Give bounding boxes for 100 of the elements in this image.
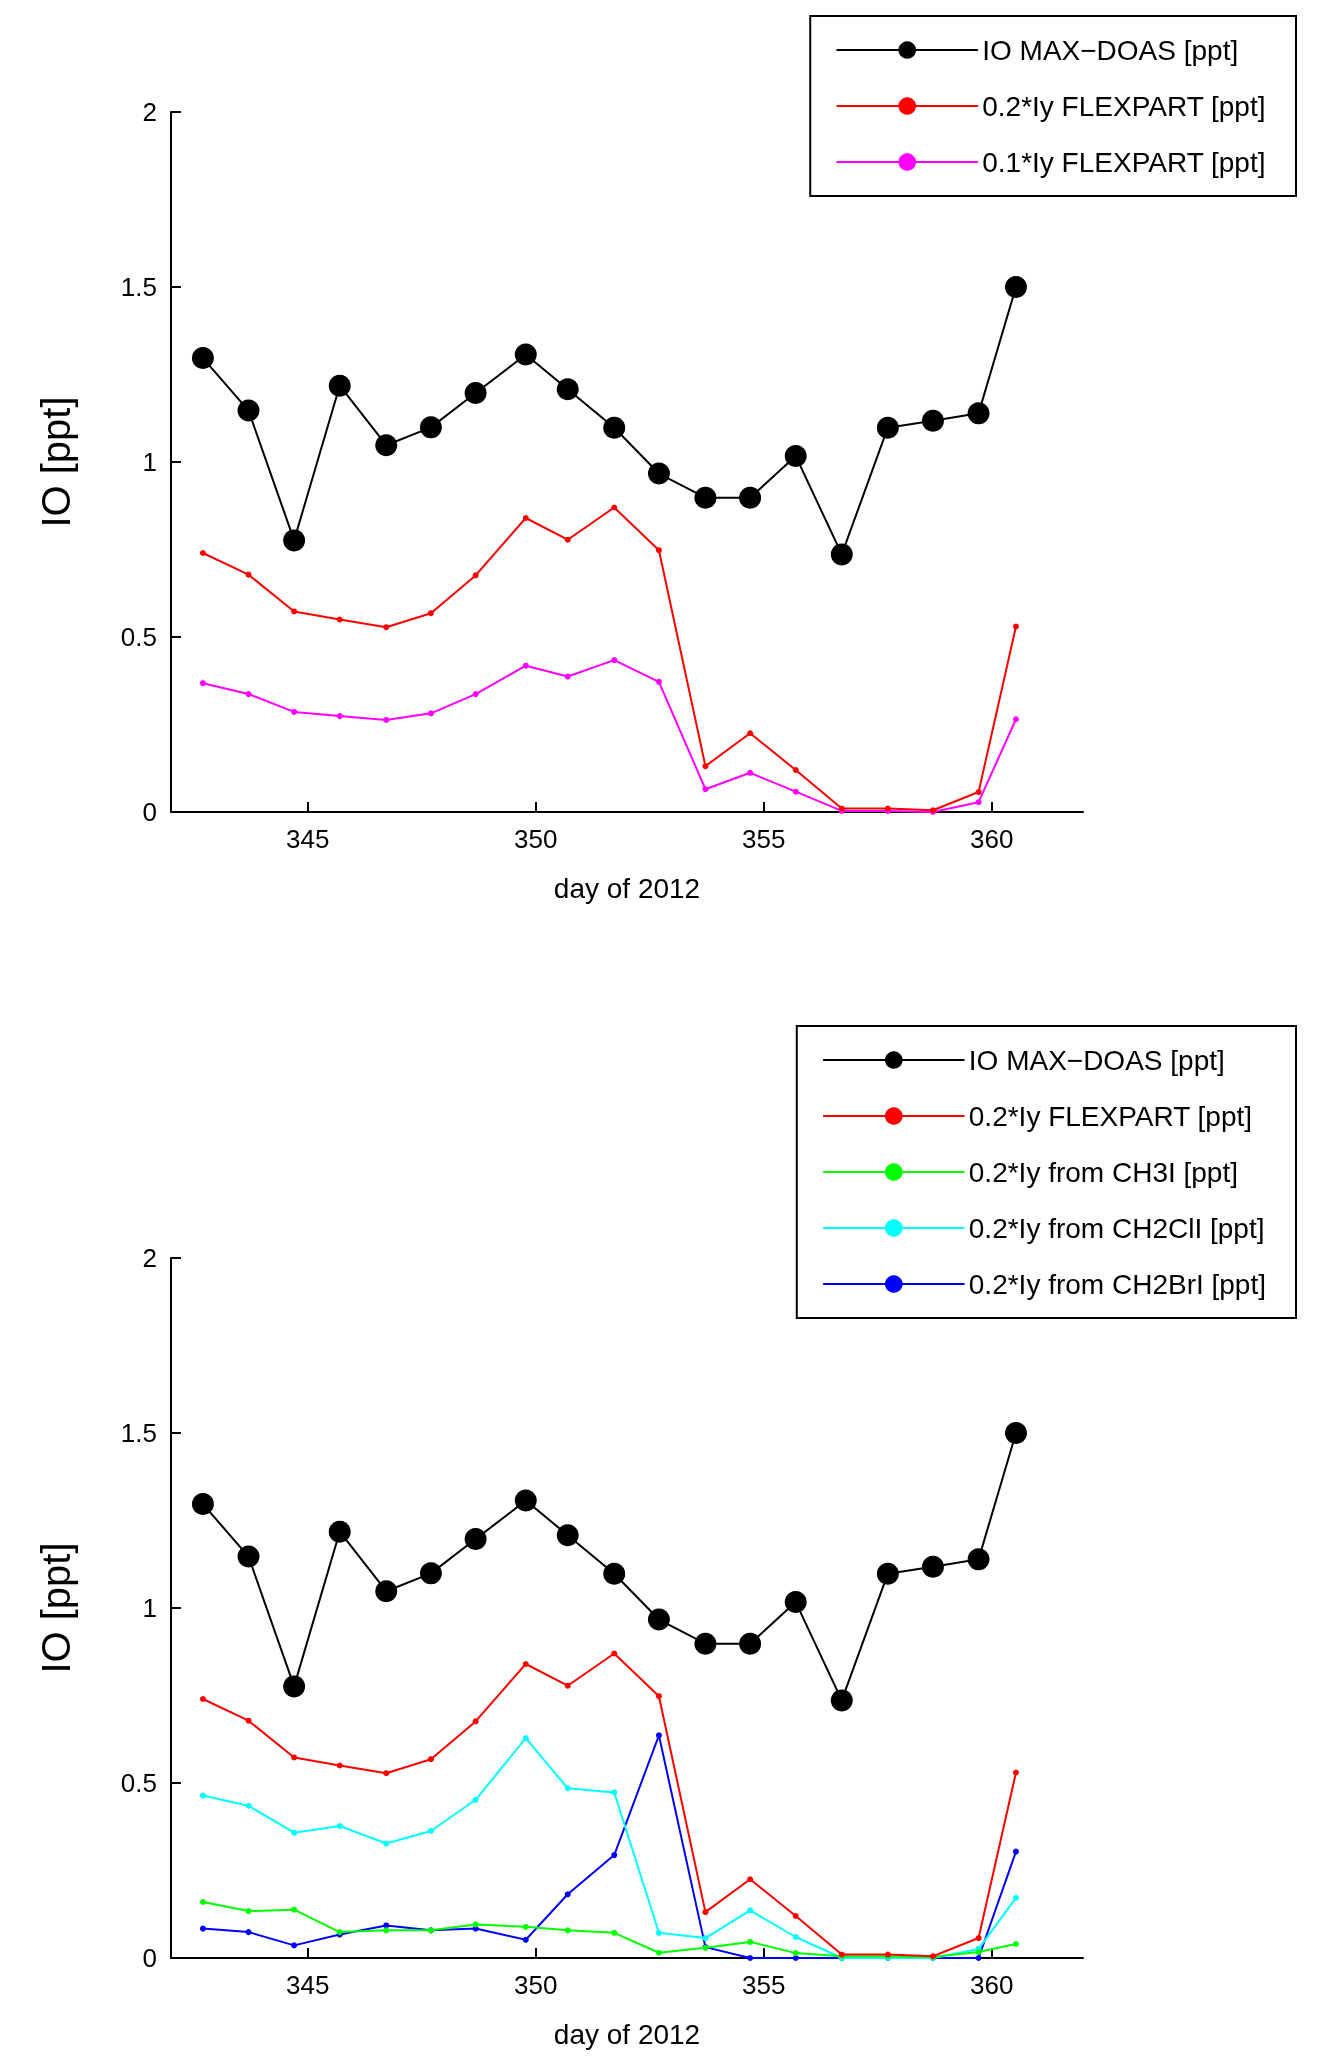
point: [1012, 1769, 1019, 1776]
y-tick-label: 0: [142, 1943, 157, 1973]
x-tick-label: 345: [286, 1970, 330, 2000]
point: [564, 536, 571, 543]
legend-label: 0.2*Iy from CH3I [ppt]: [968, 1156, 1239, 1188]
point: [1012, 1848, 1019, 1855]
point: [922, 409, 944, 432]
y-tick-label: 1.5: [120, 1418, 157, 1448]
point: [283, 529, 306, 552]
point: [611, 1852, 618, 1859]
point: [199, 1899, 206, 1905]
legend-label: 0.1*Iy FLEXPART [ppt]: [982, 146, 1266, 178]
point: [655, 678, 662, 685]
y-tick-label: 0.5: [120, 1768, 157, 1798]
y-axis-title: IO [ppt]: [34, 1542, 78, 1674]
point: [603, 1562, 626, 1585]
y-tick-label: 1.5: [120, 272, 157, 302]
legend-label: 0.2*Iy from CH2BrI [ppt]: [968, 1268, 1267, 1300]
point: [611, 1789, 618, 1796]
point: [245, 691, 252, 698]
point: [702, 1935, 709, 1942]
point: [522, 662, 529, 669]
point: [237, 1545, 260, 1568]
point: [655, 1949, 662, 1956]
point: [975, 1949, 982, 1956]
y-tick-label: 1: [142, 1593, 157, 1623]
x-tick-label: 350: [514, 824, 558, 854]
point: [419, 416, 442, 439]
point: [747, 730, 754, 737]
point: [876, 416, 899, 439]
point: [245, 1802, 252, 1809]
legend-label: IO MAX−DOAS [ppt]: [968, 1044, 1225, 1076]
x-tick-label: 360: [970, 824, 1014, 854]
point: [383, 1927, 390, 1934]
point: [291, 1942, 298, 1949]
point: [427, 610, 434, 617]
point: [383, 1840, 390, 1847]
point: [655, 1693, 662, 1700]
y-tick-label: 2: [142, 1243, 157, 1273]
point: [702, 786, 709, 793]
x-tick-label: 345: [286, 824, 330, 854]
point: [427, 1827, 434, 1834]
point: [464, 382, 487, 405]
x-tick-label: 360: [970, 1970, 1014, 2000]
point: [199, 1696, 206, 1702]
point: [245, 1929, 252, 1936]
point: [472, 1921, 479, 1928]
point: [472, 1796, 479, 1803]
point: [328, 374, 351, 397]
point: [383, 1770, 390, 1777]
point: [694, 1632, 717, 1655]
point: [291, 1754, 298, 1761]
point: [383, 624, 390, 631]
point: [747, 1938, 754, 1945]
point: [975, 799, 982, 806]
point: [1012, 623, 1019, 630]
point: [1012, 716, 1019, 723]
point: [464, 1528, 487, 1551]
x-tick-label: 355: [742, 1970, 786, 2000]
point: [647, 462, 670, 485]
point: [1012, 1941, 1019, 1947]
point: [514, 343, 537, 366]
point: [472, 572, 479, 579]
point: [328, 1520, 351, 1543]
point: [291, 1829, 298, 1836]
point: [556, 1524, 579, 1547]
legend-label: IO MAX−DOAS [ppt]: [982, 34, 1239, 66]
point: [564, 1891, 571, 1898]
point: [291, 708, 298, 715]
y-axis-title: IO [ppt]: [34, 396, 78, 528]
point: [603, 416, 626, 439]
point: [702, 1909, 709, 1916]
point: [336, 713, 343, 720]
point: [647, 1608, 670, 1631]
point: [784, 1591, 807, 1614]
point: [655, 547, 662, 554]
point: [830, 543, 853, 566]
y-tick-label: 1: [142, 447, 157, 477]
point: [291, 1906, 298, 1913]
point: [739, 1632, 762, 1655]
legend-label: 0.2*Iy from CH2ClI [ppt]: [968, 1212, 1265, 1244]
point: [522, 1936, 529, 1943]
point: [694, 486, 717, 509]
point: [792, 1913, 799, 1919]
point: [611, 504, 618, 511]
y-tick-label: 2: [142, 97, 157, 127]
point: [375, 434, 398, 457]
point: [564, 1682, 571, 1689]
point: [975, 789, 982, 796]
x-axis-title: day of 2012: [553, 2018, 701, 2050]
legend-label: 0.2*Iy FLEXPART [ppt]: [968, 1100, 1253, 1132]
point: [830, 1689, 853, 1712]
point: [792, 788, 799, 795]
point: [522, 1661, 529, 1667]
point: [655, 1929, 662, 1936]
point: [283, 1675, 306, 1698]
point: [702, 763, 709, 770]
point: [792, 1950, 799, 1957]
point: [611, 657, 618, 664]
point: [564, 1927, 571, 1934]
